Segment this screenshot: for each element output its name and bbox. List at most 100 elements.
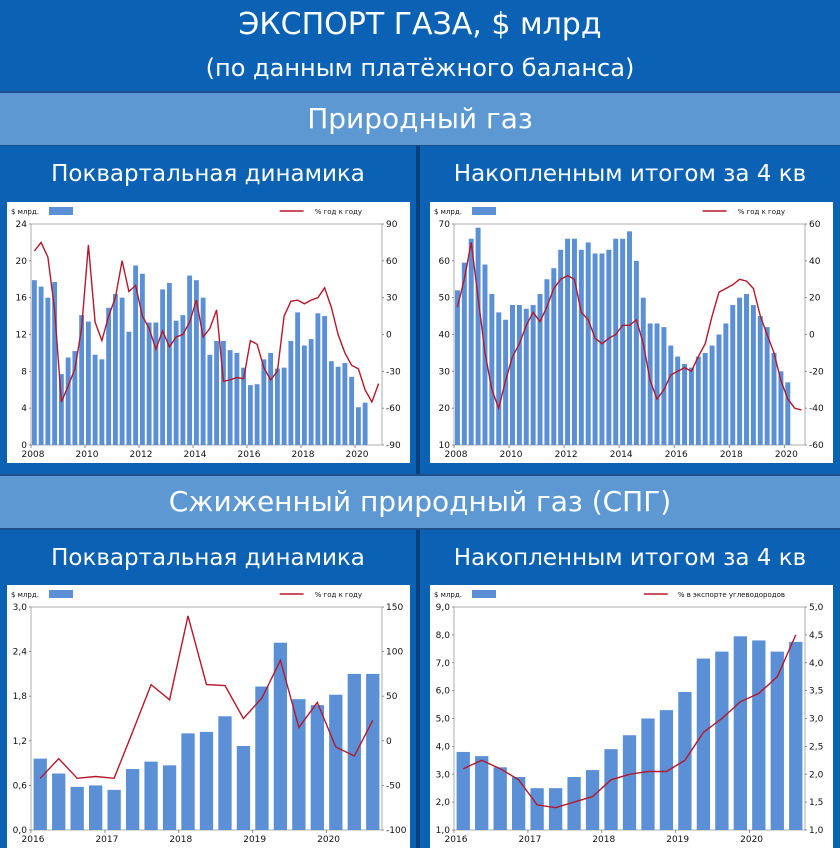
bar bbox=[187, 275, 193, 445]
y-tick-label: 24 bbox=[16, 220, 28, 230]
bar bbox=[52, 773, 66, 830]
bar bbox=[261, 359, 267, 445]
bar bbox=[461, 262, 467, 445]
chart-lng-quarterly: 0,0 0,6 1,2 1,8 2,4 3,0 -100 -50 0 50 100 150 2016 20… bbox=[7, 585, 410, 848]
y2-tick-label: 5,0 bbox=[809, 603, 824, 613]
bar bbox=[58, 374, 64, 445]
legend-bar-swatch bbox=[49, 590, 73, 598]
bar bbox=[247, 385, 253, 445]
y-tick-label: 2,0 bbox=[436, 798, 451, 808]
y2-tick-label: -100 bbox=[386, 826, 407, 836]
bar bbox=[200, 297, 206, 445]
bar bbox=[119, 297, 125, 445]
bar bbox=[347, 673, 361, 830]
bar bbox=[456, 751, 470, 830]
bar bbox=[355, 407, 361, 445]
panel-title-lng-quarterly: Поквартальная динамика bbox=[0, 530, 416, 586]
bar bbox=[647, 323, 653, 445]
bar bbox=[31, 280, 37, 445]
bar bbox=[558, 249, 564, 445]
chart-ng-quarterly: 0 4 8 12 16 20 24 -90 -60 -30 0 30 60 90 2008 2010 2012 2… bbox=[7, 202, 410, 463]
y2-tick-label: 1,5 bbox=[809, 798, 823, 808]
legend-bar-swatch bbox=[472, 590, 496, 598]
bar bbox=[578, 249, 584, 445]
bar bbox=[641, 718, 655, 830]
y-tick-label: 0 bbox=[21, 441, 27, 451]
bar bbox=[733, 636, 747, 830]
legend-line-label: % год к году bbox=[315, 591, 362, 599]
y-tick-label: 9,0 bbox=[436, 603, 451, 613]
bar bbox=[675, 356, 681, 445]
bar bbox=[512, 777, 526, 830]
bar bbox=[220, 340, 226, 445]
bar bbox=[366, 673, 380, 830]
bar bbox=[281, 367, 287, 445]
y-tick-label: 12 bbox=[16, 331, 27, 341]
bar bbox=[255, 686, 269, 830]
y-tick-label: 0,6 bbox=[13, 781, 28, 791]
panel-title-ng-quarterly: Поквартальная динамика bbox=[0, 146, 416, 202]
bar bbox=[770, 651, 784, 830]
y2-tick-label: 2,0 bbox=[809, 770, 824, 780]
y-tick-label: 50 bbox=[439, 294, 451, 304]
bar bbox=[349, 376, 355, 445]
page-subtitle: (по данным платёжного баланса) bbox=[205, 54, 635, 82]
y-tick-label: 8 bbox=[21, 367, 27, 377]
y-tick-label: 3,0 bbox=[13, 603, 28, 613]
bar bbox=[565, 238, 571, 445]
bar bbox=[709, 345, 715, 445]
x-tick-label: 2018 bbox=[720, 450, 743, 460]
bar bbox=[716, 334, 722, 445]
y-tick-label: 1,8 bbox=[13, 692, 28, 702]
bar bbox=[180, 315, 186, 445]
series-line bbox=[456, 242, 802, 411]
y-tick-label: 7,0 bbox=[436, 659, 451, 669]
y-tick-label: 1,0 bbox=[436, 826, 451, 836]
bar bbox=[173, 320, 179, 445]
chart-svg: 0 4 8 12 16 20 24 -90 -60 -30 0 30 60 90 2008 2010 2012 2… bbox=[11, 207, 401, 460]
series-line bbox=[462, 634, 797, 809]
bar bbox=[301, 345, 307, 445]
chart-ng-cumulative: 10 20 30 40 50 60 70 -60 -40 -20 0 20 40 60 2008 2010 20… bbox=[430, 202, 833, 463]
bar bbox=[723, 323, 729, 445]
y2-tick-label: 60 bbox=[386, 257, 398, 267]
bar bbox=[530, 788, 544, 830]
y2-tick-label: 2,5 bbox=[809, 742, 823, 752]
bar bbox=[342, 363, 348, 445]
y-tick-label: 16 bbox=[16, 294, 28, 304]
bar bbox=[268, 352, 274, 445]
y-tick-label: 4 bbox=[21, 404, 27, 414]
bar bbox=[328, 361, 334, 445]
bar bbox=[193, 280, 199, 445]
bar bbox=[695, 356, 701, 445]
y2-tick-label: 60 bbox=[809, 220, 821, 230]
bar bbox=[730, 305, 736, 445]
y2-tick-label: 20 bbox=[809, 294, 821, 304]
bar bbox=[207, 354, 213, 445]
x-tick-label: 2012 bbox=[555, 450, 578, 460]
bar bbox=[92, 354, 98, 445]
title-band: ЭКСПОРТ ГАЗА, $ млрд (по данным платёжно… bbox=[0, 0, 840, 90]
bar bbox=[308, 339, 314, 445]
bar bbox=[668, 345, 674, 445]
y-tick-label: 3,0 bbox=[436, 770, 451, 780]
x-tick-label: 2020 bbox=[775, 450, 798, 460]
bar bbox=[45, 297, 51, 445]
y2-tick-label: 4,5 bbox=[809, 631, 823, 641]
bar bbox=[236, 746, 251, 830]
legend-line-label: % в экспорте углеводородов bbox=[678, 591, 785, 599]
bar bbox=[654, 323, 660, 445]
bar bbox=[38, 286, 44, 445]
bar bbox=[70, 786, 84, 830]
bar bbox=[785, 382, 791, 445]
x-tick-label: 2019 bbox=[666, 835, 689, 845]
bar bbox=[33, 758, 47, 830]
y-tick-label: 70 bbox=[439, 220, 451, 230]
bar bbox=[181, 733, 195, 830]
bar bbox=[85, 321, 91, 445]
x-tick-label: 2016 bbox=[22, 835, 45, 845]
bar bbox=[688, 367, 694, 445]
legend-bar-swatch bbox=[49, 207, 73, 215]
chart-svg: 1,0 2,0 3,0 4,0 5,0 6,0 7,0 8,0 9,0 1,0 1,5 2,0 2,5 3… bbox=[434, 590, 824, 845]
bar bbox=[585, 770, 600, 830]
